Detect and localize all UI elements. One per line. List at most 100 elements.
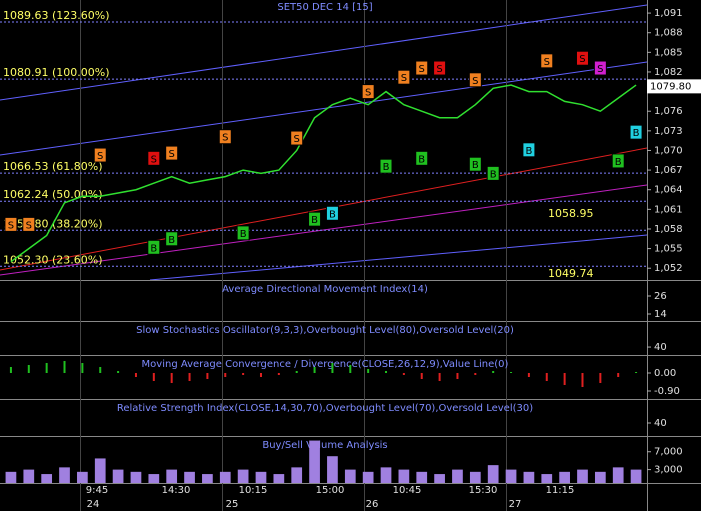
date-label: 25 <box>226 499 239 510</box>
macd-bar <box>134 373 137 377</box>
time-label: 15:30 <box>469 485 498 496</box>
y-tick-label: 3,000 <box>654 465 683 476</box>
time-label: 10:45 <box>393 485 422 496</box>
signal-label: S <box>8 220 14 231</box>
signal-label: B <box>329 209 336 220</box>
macd-bar <box>27 365 30 373</box>
signal-box <box>236 225 250 241</box>
signal-label: B <box>525 146 532 157</box>
macd-bar <box>474 373 477 375</box>
y-tick-label: 1,061 <box>654 204 683 215</box>
signal-label: S <box>436 64 442 75</box>
signal-box <box>522 142 536 158</box>
time-label: 11:15 <box>546 485 575 496</box>
volume-bar <box>23 469 35 483</box>
fib-label: 1062.24 (50.00%) <box>3 188 103 201</box>
time-label: 9:45 <box>86 485 108 496</box>
volume-bar <box>434 474 445 483</box>
panel-title: Slow Stochastics Oscillator(9,3,3),Overb… <box>136 325 514 336</box>
y-tick-label: 1,082 <box>654 67 683 78</box>
macd-bar <box>206 373 209 379</box>
macd-bar <box>188 373 191 381</box>
macd-bar <box>259 373 262 377</box>
signal-label: B <box>168 235 175 246</box>
fib-label: 1052.30 (23.60%) <box>3 253 103 266</box>
signal-box <box>397 69 411 85</box>
y-tick-label: 1,067 <box>654 165 683 176</box>
date-label: 24 <box>87 499 100 510</box>
trend-lines <box>0 4 647 280</box>
volume-bar <box>452 469 463 483</box>
fib-label: 1066.53 (61.80%) <box>3 160 103 173</box>
signal-box <box>379 158 393 174</box>
volume-bar <box>255 471 267 483</box>
signal-box <box>433 60 447 76</box>
macd-bar <box>313 367 316 373</box>
macd-bar <box>420 373 423 379</box>
macd-bar <box>581 373 584 387</box>
signal-label: B <box>418 154 425 165</box>
signal-label: S <box>472 76 478 87</box>
y-tick-label: 1,073 <box>654 126 683 137</box>
volume-bar <box>237 469 249 483</box>
signal-box <box>415 60 429 76</box>
macd-bar <box>510 372 513 373</box>
volume-bar <box>327 456 338 483</box>
macd-bar <box>635 372 638 373</box>
macd-bar <box>438 373 441 381</box>
macd-bar <box>331 363 334 373</box>
signal-box <box>308 211 322 227</box>
signal-label: S <box>294 134 300 145</box>
signal-box <box>93 147 107 163</box>
macd-bar <box>63 361 66 373</box>
signal-box <box>575 50 589 66</box>
macd-bar <box>385 371 388 373</box>
macd-bar <box>402 373 405 375</box>
signal-box <box>22 216 36 232</box>
time-label: 15:00 <box>316 485 345 496</box>
volume-bar <box>380 467 392 483</box>
macd-bar <box>242 373 245 375</box>
signal-box <box>218 129 232 145</box>
volume-bar <box>630 469 642 483</box>
signal-box <box>415 150 429 166</box>
macd-bar <box>152 373 155 381</box>
macd-bar <box>277 373 280 375</box>
y-tick-label: 14 <box>654 309 667 320</box>
signal-label: S <box>579 54 585 65</box>
y-tick-label: 40 <box>654 418 667 429</box>
macd-bar <box>224 373 227 377</box>
macd-bar <box>170 373 173 383</box>
volume-bar <box>166 469 178 483</box>
signal-box <box>468 72 482 88</box>
macd-bar <box>99 367 102 373</box>
volume-bar <box>77 471 88 483</box>
volume-bar <box>130 471 142 483</box>
signal-label: S <box>597 64 603 75</box>
price-group: 1089.63 (123.60%) 1080.91 (100.00%) 1066.5… <box>0 9 647 280</box>
signal-box <box>611 153 625 169</box>
volume-bar <box>219 471 231 483</box>
signal-label: S <box>401 73 407 84</box>
y-tick-label: 1,091 <box>654 8 683 19</box>
panel-title: Relative Strength Index(CLOSE,14,30,70),… <box>117 403 533 414</box>
volume-bar <box>559 471 570 483</box>
volume-bar <box>273 474 285 483</box>
panel-title: Moving Average Convergence / Divergence(… <box>142 359 509 370</box>
y-tick-label: 26 <box>654 291 667 302</box>
volume-bar <box>594 471 606 483</box>
volume-bar <box>112 469 124 483</box>
signal-box <box>486 165 500 181</box>
macd-bar <box>81 363 84 373</box>
macd-bar <box>349 365 352 373</box>
y-tick-label: 1,070 <box>654 145 683 156</box>
macd-bar <box>527 373 530 377</box>
volume-bar <box>184 471 195 483</box>
y-tick-label: 1,052 <box>654 263 683 274</box>
y-tick-label: 1,058 <box>654 224 683 235</box>
signal-box <box>540 53 554 69</box>
macd-bar <box>545 373 548 381</box>
panel-title: SET50 DEC 14 [15] <box>277 2 372 13</box>
